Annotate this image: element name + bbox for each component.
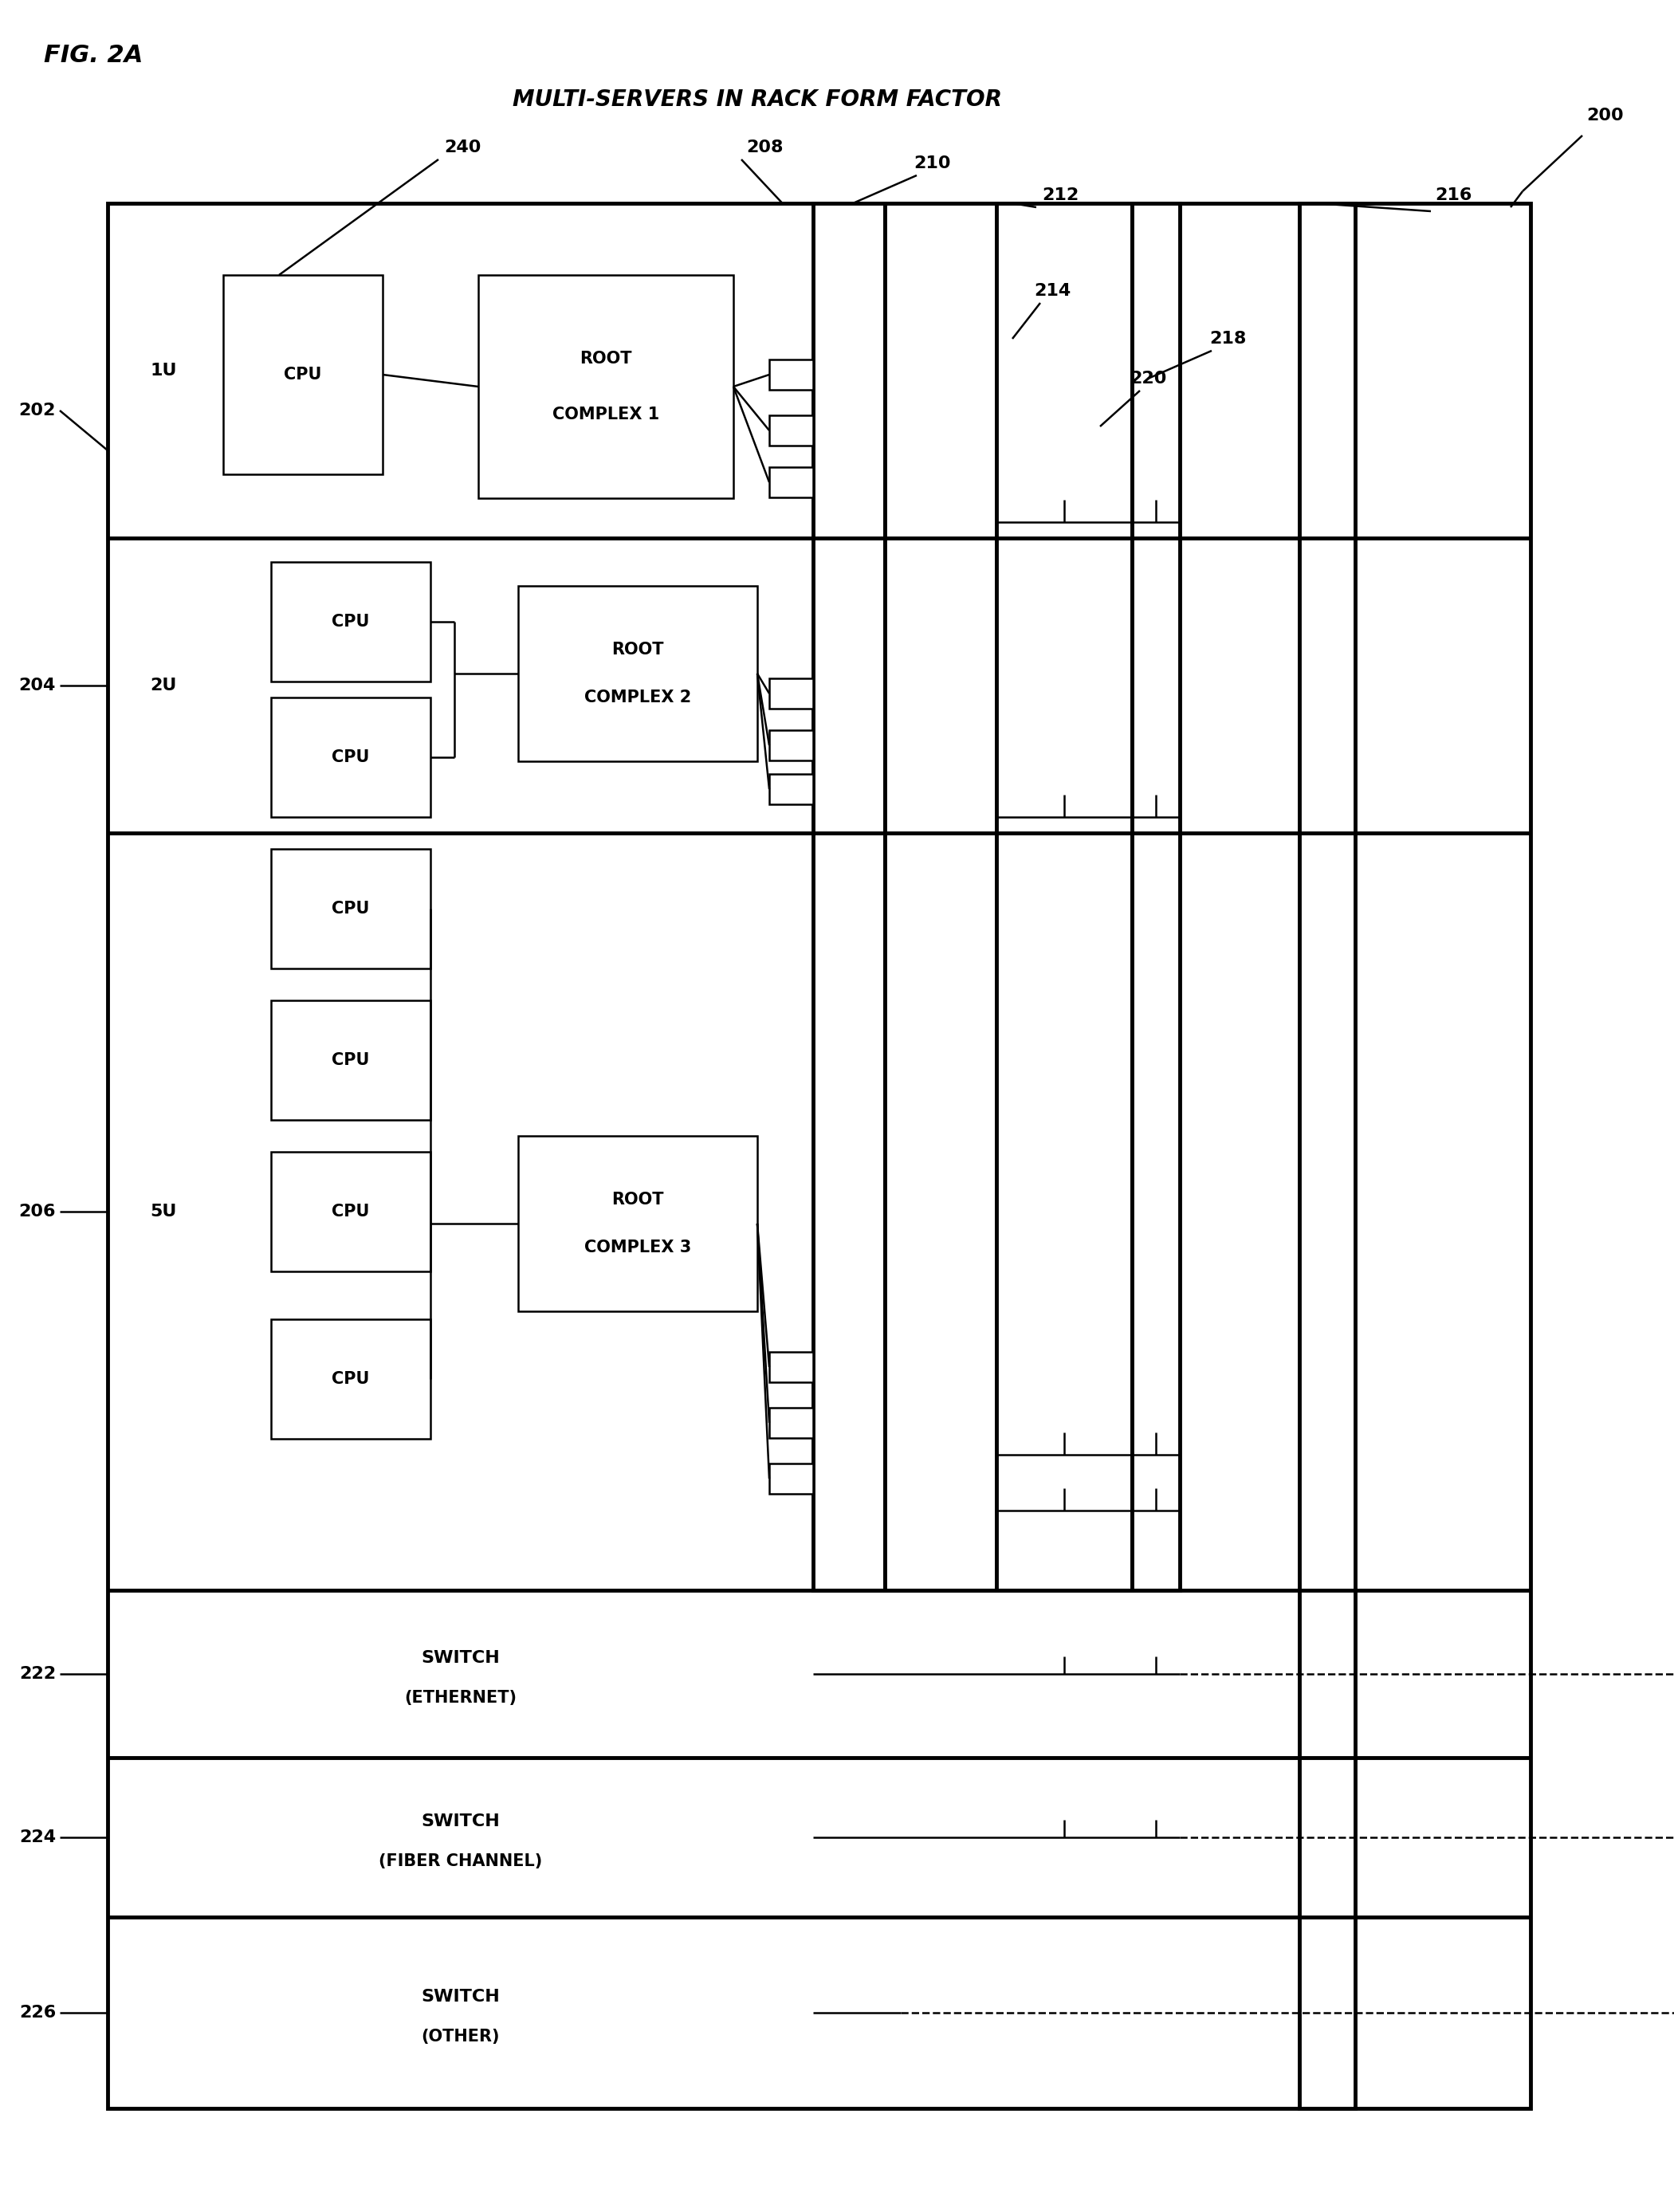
Text: COMPLEX 3: COMPLEX 3 — [584, 1239, 691, 1256]
Text: ROOT: ROOT — [611, 641, 665, 657]
Bar — [519, 1137, 757, 1312]
Text: CPU: CPU — [285, 367, 321, 383]
Text: 218: 218 — [1209, 332, 1245, 347]
Text: FIG. 2A: FIG. 2A — [44, 44, 142, 66]
Text: 240: 240 — [444, 139, 480, 155]
Bar — [271, 697, 430, 816]
Bar — [886, 204, 996, 1590]
Bar — [770, 361, 814, 389]
Text: CPU: CPU — [331, 1053, 370, 1068]
Text: SWITCH: SWITCH — [420, 1650, 501, 1666]
Text: 224: 224 — [18, 1829, 55, 1845]
Text: 200: 200 — [1587, 108, 1624, 124]
Text: CPU: CPU — [331, 1371, 370, 1387]
Bar — [271, 1318, 430, 1438]
Bar — [770, 1464, 814, 1493]
Bar — [519, 586, 757, 761]
Text: 226: 226 — [18, 2004, 55, 2022]
Text: ROOT: ROOT — [579, 352, 633, 367]
Text: 210: 210 — [914, 155, 951, 170]
Text: 2U: 2U — [151, 677, 177, 695]
Bar — [814, 204, 886, 1590]
Text: CPU: CPU — [331, 750, 370, 765]
Text: COMPLEX 1: COMPLEX 1 — [552, 407, 660, 422]
Bar — [1299, 204, 1356, 2108]
Bar — [479, 274, 733, 498]
Text: CPU: CPU — [331, 1203, 370, 1219]
Text: SWITCH: SWITCH — [420, 1814, 501, 1829]
Bar — [770, 730, 814, 761]
Bar — [770, 774, 814, 805]
Text: 216: 216 — [1435, 188, 1471, 204]
Bar — [1132, 204, 1180, 1590]
Bar — [996, 204, 1132, 1590]
Text: ROOT: ROOT — [611, 1192, 665, 1208]
Bar — [271, 1000, 430, 1119]
Text: 212: 212 — [1041, 188, 1078, 204]
Text: CPU: CPU — [331, 900, 370, 916]
Text: 214: 214 — [1035, 283, 1071, 299]
Bar — [271, 562, 430, 681]
Text: 208: 208 — [747, 139, 783, 155]
Text: 1U: 1U — [151, 363, 177, 378]
Text: CPU: CPU — [331, 613, 370, 630]
Bar — [770, 679, 814, 708]
Text: (FIBER CHANNEL): (FIBER CHANNEL) — [378, 1854, 542, 1869]
Text: 202: 202 — [18, 403, 55, 418]
Text: (OTHER): (OTHER) — [422, 2028, 499, 2044]
Text: 204: 204 — [18, 677, 55, 695]
Bar — [770, 467, 814, 498]
Bar — [770, 1352, 814, 1382]
Bar — [223, 274, 383, 473]
Bar — [770, 1407, 814, 1438]
Bar — [271, 849, 430, 969]
Text: (ETHERNET): (ETHERNET) — [403, 1690, 517, 1705]
Bar — [271, 1152, 430, 1272]
Text: SWITCH: SWITCH — [420, 1989, 501, 2004]
Text: COMPLEX 2: COMPLEX 2 — [584, 690, 691, 706]
Bar — [770, 416, 814, 445]
Bar — [107, 204, 1530, 2108]
Text: 206: 206 — [18, 1203, 55, 1219]
Text: 222: 222 — [18, 1666, 55, 1681]
Text: MULTI-SERVERS IN RACK FORM FACTOR: MULTI-SERVERS IN RACK FORM FACTOR — [512, 88, 1003, 111]
Text: 220: 220 — [1130, 372, 1167, 387]
Text: 5U: 5U — [151, 1203, 177, 1219]
